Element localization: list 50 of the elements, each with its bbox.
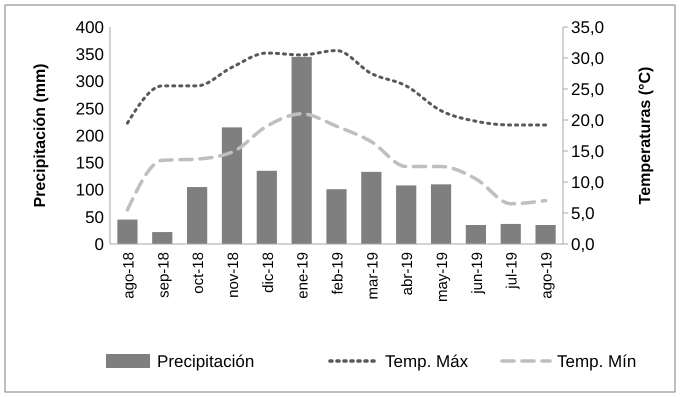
bar (256, 170, 277, 244)
y-tick-label: 150 (76, 154, 104, 173)
x-tick-label: ene-19 (294, 252, 312, 299)
y2-tick-label: 10,0 (571, 172, 604, 192)
y-tick-label: 400 (76, 18, 104, 37)
y2-tick-label: 5,0 (571, 204, 595, 223)
bar (187, 187, 208, 244)
y2-tick-label: 25,0 (571, 80, 604, 99)
x-tick-label: oct-18 (190, 252, 208, 294)
y-tick-label: 200 (76, 126, 104, 146)
y2-tick-label: 35,0 (571, 18, 604, 37)
bar (361, 172, 382, 244)
x-tick-label: ago-18 (120, 252, 138, 299)
legend-label: Temp. Mín (557, 352, 636, 371)
bar (535, 225, 556, 244)
y-tick-label: 250 (76, 99, 104, 118)
legend-label: Temp. Máx (385, 352, 469, 371)
y-tick-label: 0 (94, 234, 104, 254)
bar (117, 220, 138, 244)
bar (152, 232, 172, 244)
bar (466, 225, 486, 244)
x-tick-label: may-19 (434, 252, 452, 302)
line-series (126, 112, 548, 212)
bar (430, 184, 452, 244)
bar (500, 224, 521, 244)
y2-axis-title: Temperaturas (°C) (637, 66, 654, 204)
y-tick-label: 50 (85, 208, 104, 227)
x-tick-label: jul-19 (504, 252, 521, 290)
y2-tick-label: 0,0 (571, 234, 595, 254)
y-tick-label: 300 (76, 72, 104, 92)
bar (222, 127, 242, 244)
x-tick-label: ago-19 (538, 252, 556, 299)
legend-label: Precipitación (157, 352, 254, 371)
y-axis-title: Precipitación (mm) (32, 63, 49, 208)
x-tick-label: sep-18 (155, 252, 172, 298)
x-tick-label: jun-19 (468, 252, 486, 295)
bar (396, 185, 416, 244)
y-tick-label: 100 (76, 180, 104, 200)
x-tick-label: dic-18 (260, 252, 277, 293)
y2-tick-label: 20,0 (571, 110, 604, 130)
x-tick-label: mar-19 (364, 252, 382, 300)
line-series (126, 49, 548, 126)
x-tick-label: abr-19 (399, 252, 416, 296)
x-tick-label: feb-19 (330, 252, 346, 295)
y-tick-label: 350 (76, 45, 104, 64)
y2-tick-label: 15,0 (571, 142, 604, 161)
bar (292, 56, 312, 244)
x-tick-label: nov-18 (224, 252, 242, 298)
y2-tick-label: 30,0 (571, 48, 604, 68)
bar (326, 189, 347, 244)
